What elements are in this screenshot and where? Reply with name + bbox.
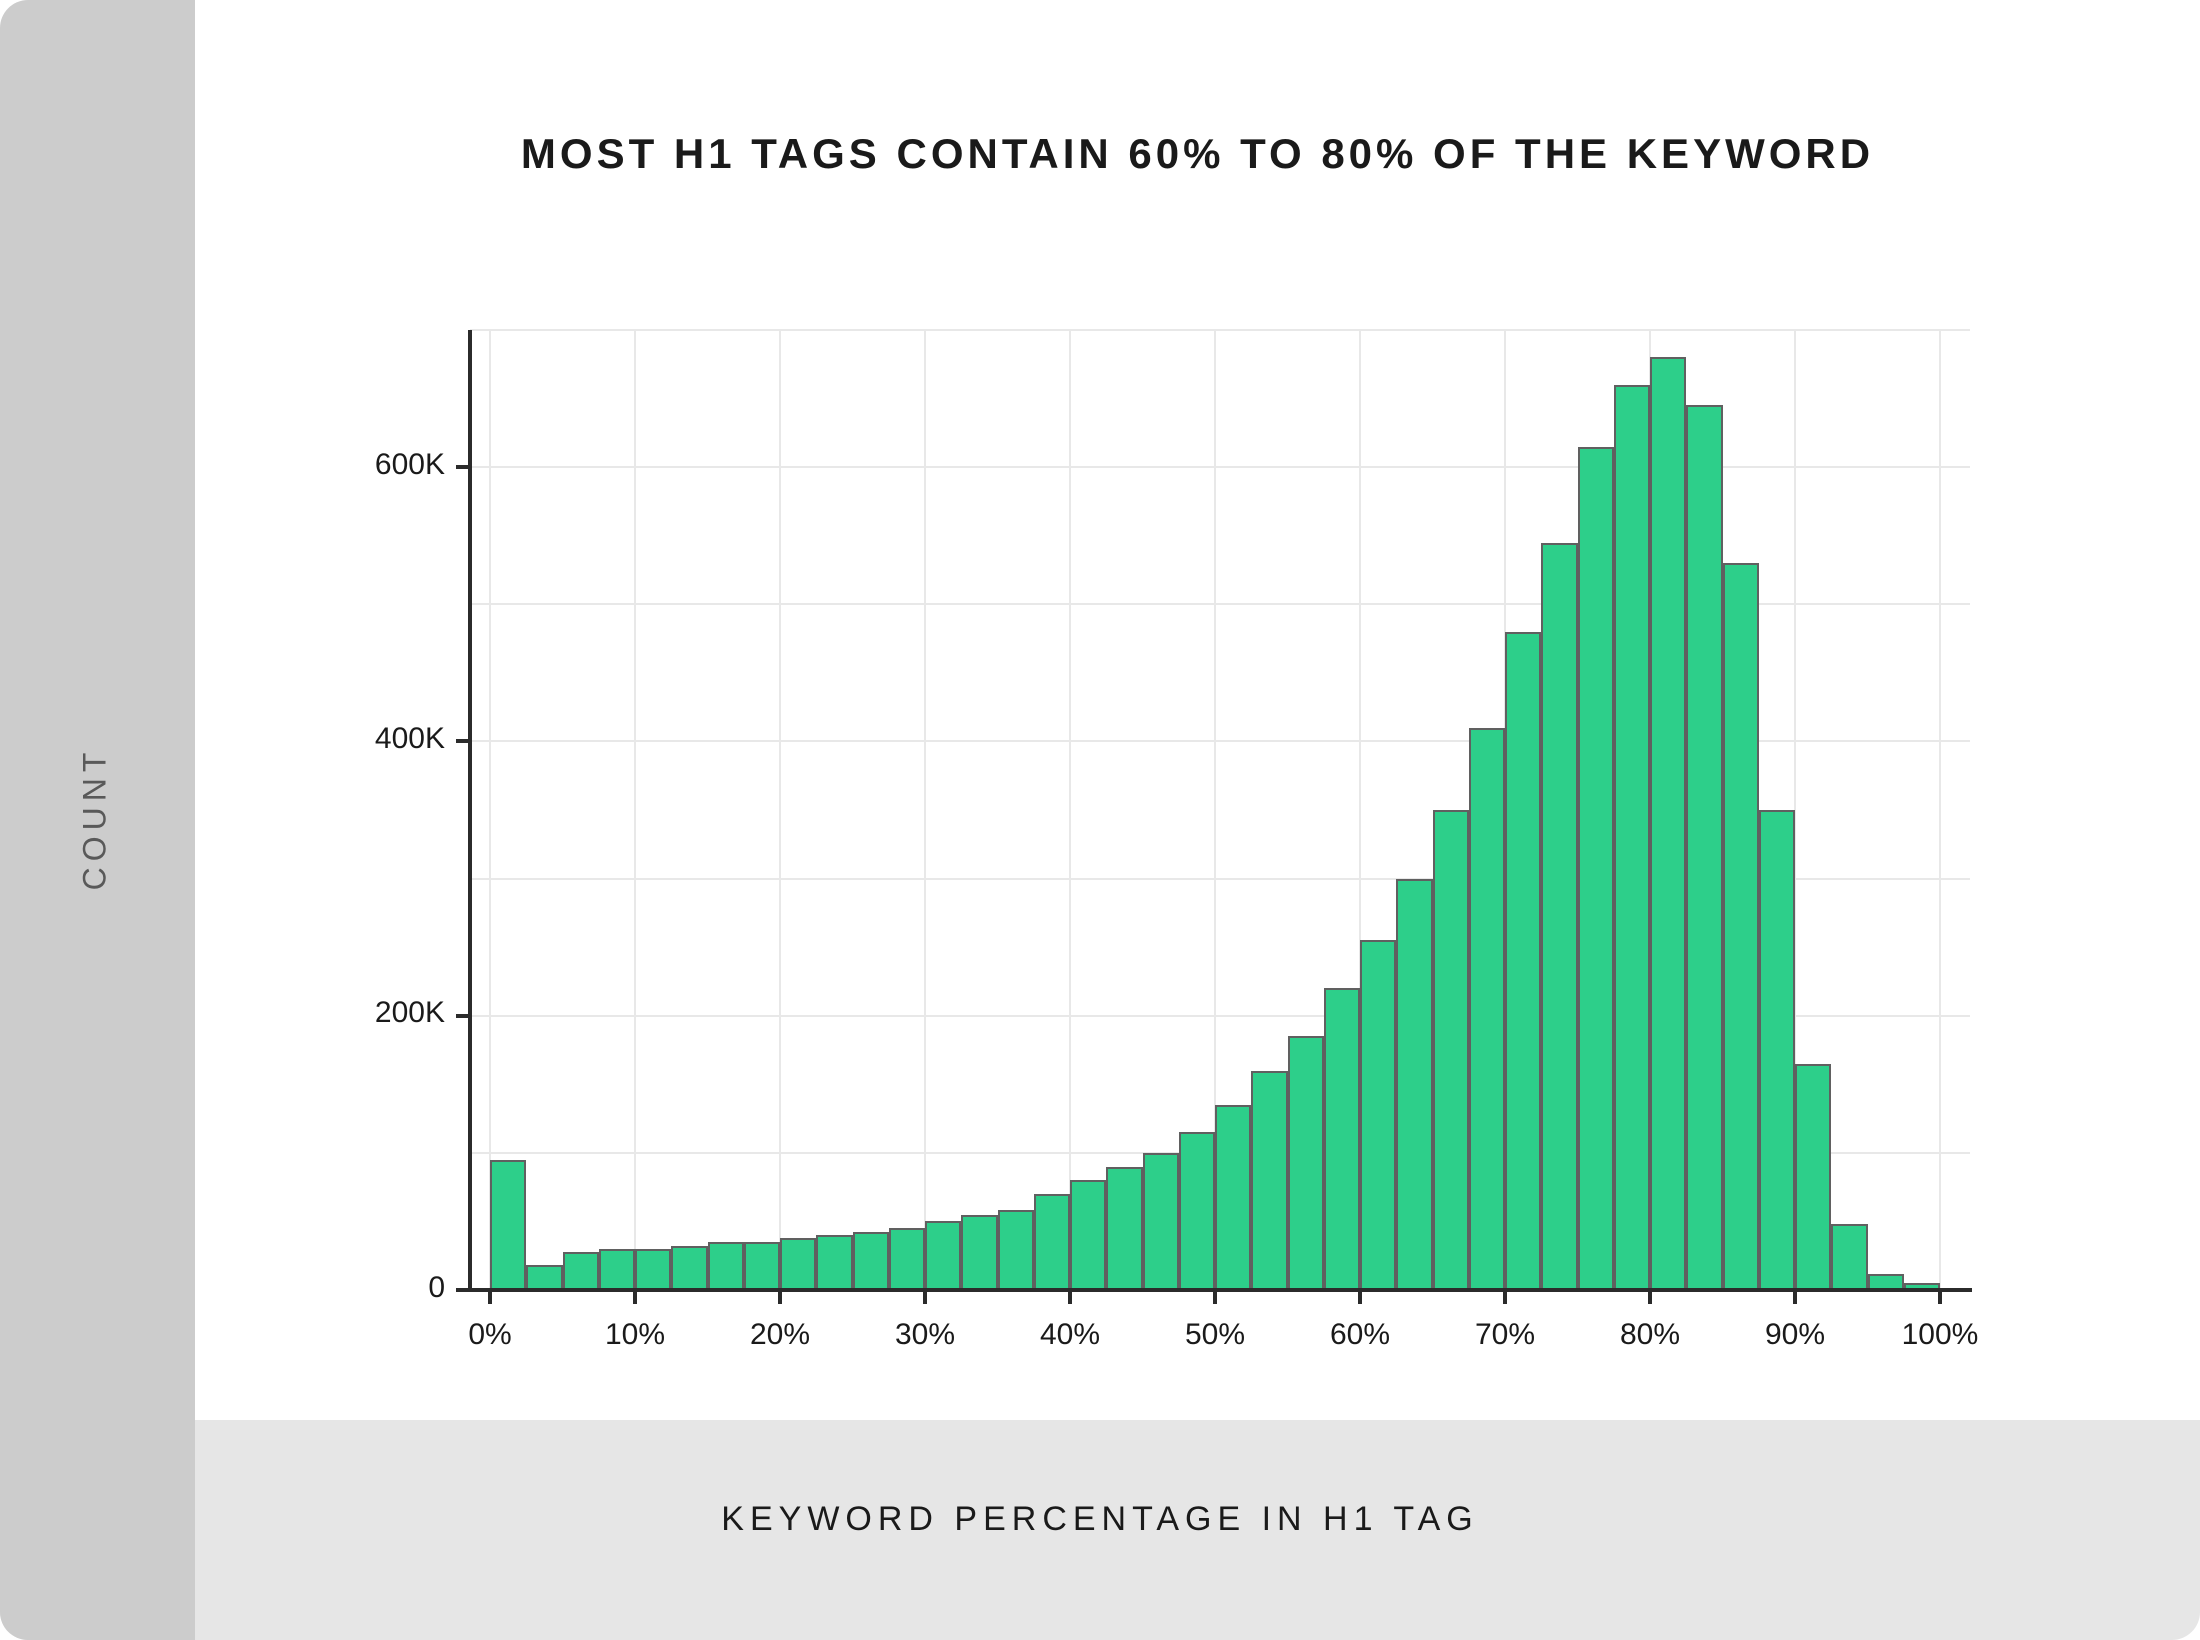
histogram-bar: [1324, 988, 1360, 1290]
y-tick-label: 200K: [295, 996, 445, 1030]
grid-line-v: [634, 330, 636, 1290]
plot-area: 0200K400K600K0%10%20%30%40%50%60%70%80%9…: [470, 330, 1970, 1290]
grid-line-v: [924, 330, 926, 1290]
x-tick-mark: [1793, 1290, 1797, 1304]
grid-line-v: [779, 330, 781, 1290]
histogram-bar: [1034, 1194, 1070, 1290]
histogram-bar: [1686, 405, 1722, 1290]
histogram-bar: [563, 1252, 599, 1290]
plot-card: MOST H1 TAGS CONTAIN 60% TO 80% OF THE K…: [195, 0, 2200, 1420]
histogram-bar: [1578, 447, 1614, 1290]
histogram-bar: [816, 1235, 852, 1290]
histogram-bar: [780, 1238, 816, 1290]
y-axis-line: [468, 330, 472, 1292]
histogram-bar: [1179, 1132, 1215, 1290]
histogram-bar: [635, 1249, 671, 1290]
y-tick-mark: [456, 1288, 470, 1292]
histogram-bar: [1360, 940, 1396, 1290]
histogram-bar: [998, 1210, 1034, 1290]
x-tick-label: 70%: [1445, 1318, 1565, 1352]
x-tick-mark: [1503, 1290, 1507, 1304]
histogram-bar: [1106, 1167, 1142, 1290]
x-tick-mark: [1213, 1290, 1217, 1304]
y-tick-mark: [456, 1014, 470, 1018]
x-tick-mark: [923, 1290, 927, 1304]
y-tick-mark: [456, 739, 470, 743]
histogram-bar: [1795, 1064, 1831, 1290]
histogram-bar: [490, 1160, 526, 1290]
histogram-bar: [889, 1228, 925, 1290]
x-axis-line: [468, 1288, 1972, 1292]
histogram-bar: [1433, 810, 1469, 1290]
x-tick-label: 30%: [865, 1318, 985, 1352]
x-tick-mark: [488, 1290, 492, 1304]
x-tick-label: 100%: [1880, 1318, 2000, 1352]
y-tick-label: 0: [295, 1271, 445, 1305]
x-tick-mark: [1068, 1290, 1072, 1304]
histogram-bar: [1251, 1071, 1287, 1290]
x-tick-mark: [1648, 1290, 1652, 1304]
grid-line-h: [470, 466, 1970, 468]
histogram-bar: [1396, 879, 1432, 1290]
x-tick-label: 0%: [430, 1318, 550, 1352]
grid-line-v: [1939, 330, 1941, 1290]
x-tick-label: 80%: [1590, 1318, 1710, 1352]
x-tick-label: 50%: [1155, 1318, 1275, 1352]
histogram-bar: [744, 1242, 780, 1290]
histogram-bar: [1288, 1036, 1324, 1290]
x-tick-label: 40%: [1010, 1318, 1130, 1352]
y-tick-label: 600K: [295, 448, 445, 482]
histogram-bar: [1505, 632, 1541, 1290]
x-tick-label: 60%: [1300, 1318, 1420, 1352]
chart-title: MOST H1 TAGS CONTAIN 60% TO 80% OF THE K…: [195, 130, 2200, 178]
histogram-bar: [1723, 563, 1759, 1290]
histogram-bar: [708, 1242, 744, 1290]
histogram-bar: [1614, 385, 1650, 1290]
histogram-bar: [1541, 543, 1577, 1290]
histogram-bar: [1650, 357, 1686, 1290]
histogram-bar: [1831, 1224, 1867, 1290]
x-tick-label: 10%: [575, 1318, 695, 1352]
histogram-bar: [1759, 810, 1795, 1290]
figure-container: MOST H1 TAGS CONTAIN 60% TO 80% OF THE K…: [0, 0, 2200, 1640]
histogram-bar: [925, 1221, 961, 1290]
histogram-bar: [526, 1265, 562, 1290]
y-tick-label: 400K: [295, 722, 445, 756]
histogram-bar: [1215, 1105, 1251, 1290]
grid-line-v: [489, 330, 491, 1290]
x-tick-mark: [633, 1290, 637, 1304]
x-axis-label: KEYWORD PERCENTAGE IN H1 TAG: [0, 1500, 2200, 1539]
y-axis-label: COUNT: [77, 619, 114, 1019]
x-tick-mark: [1358, 1290, 1362, 1304]
histogram-bar: [671, 1246, 707, 1290]
histogram-bar: [1469, 728, 1505, 1290]
x-tick-label: 90%: [1735, 1318, 1855, 1352]
histogram-bar: [599, 1249, 635, 1290]
grid-line-v: [1069, 330, 1071, 1290]
y-tick-mark: [456, 465, 470, 469]
grid-line-h: [470, 329, 1970, 331]
histogram-bar: [961, 1215, 997, 1290]
x-tick-mark: [1938, 1290, 1942, 1304]
histogram-bar: [1143, 1153, 1179, 1290]
histogram-bar: [853, 1232, 889, 1290]
x-tick-label: 20%: [720, 1318, 840, 1352]
histogram-bar: [1070, 1180, 1106, 1290]
x-tick-mark: [778, 1290, 782, 1304]
